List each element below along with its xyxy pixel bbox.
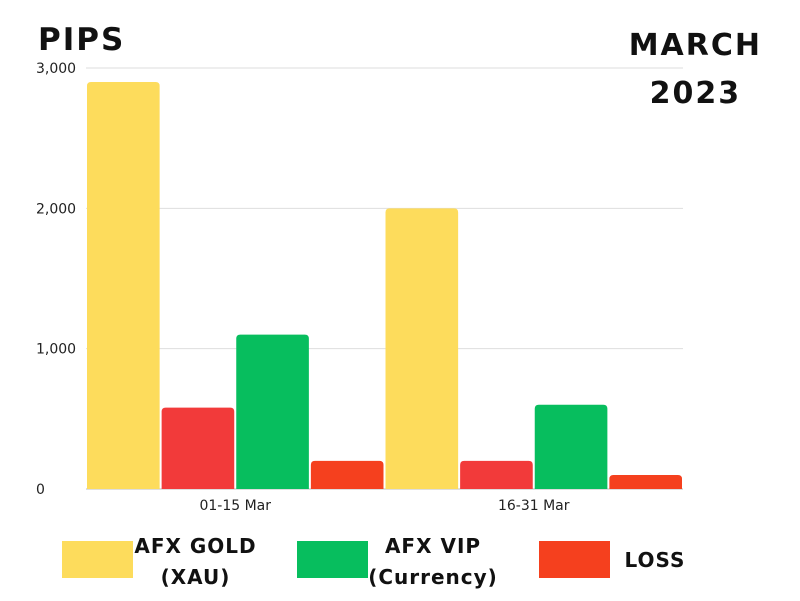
legend-label-afx-gold-line2: (XAU) <box>160 565 231 589</box>
period-year: 2023 <box>649 76 742 111</box>
bar-1-1 <box>87 82 160 490</box>
legend-label-afx-vip: AFX VIP (Currency) <box>368 531 498 593</box>
bars <box>87 82 682 490</box>
legend-label-afx-vip-line2: (Currency) <box>368 565 498 589</box>
bar-3-2 <box>534 404 608 489</box>
bar-4-2 <box>609 474 682 489</box>
legend-label-loss: LOSS <box>615 545 695 576</box>
legend-label-afx-gold: AFX GOLD (XAU) <box>133 531 258 593</box>
y-tick-label: 0 <box>36 482 45 498</box>
x-tick-label: 01-15 Mar <box>199 498 271 514</box>
legend-label-loss-line1: LOSS <box>624 548 686 572</box>
bar-2-1 <box>161 407 235 489</box>
x-tick-label: 16-31 Mar <box>498 498 570 514</box>
x-tick-labels: 01-15 Mar 16-31 Mar <box>199 498 569 514</box>
legend-swatch-afx-vip <box>297 541 368 578</box>
legend-label-afx-vip-line1: AFX VIP <box>384 534 482 558</box>
legend-label-afx-gold-line1: AFX GOLD <box>134 534 257 558</box>
y-tick-label: 3,000 <box>36 61 76 77</box>
period-month: MARCH <box>628 28 762 63</box>
y-tick-labels: 0 1,000 2,000 3,000 <box>36 61 76 498</box>
bar-1-2 <box>385 208 459 490</box>
bar-chart: 0 1,000 2,000 3,000 01-15 Mar 16-31 Mar <box>36 61 683 514</box>
y-tick-label: 1,000 <box>36 342 76 358</box>
bar-4-1 <box>310 460 384 489</box>
chart-period: MARCH 2023 <box>629 22 762 118</box>
legend: AFX GOLD (XAU) AFX VIP (Currency) LOSS <box>0 528 800 601</box>
bar-3-1 <box>236 334 309 489</box>
legend-swatch-afx-gold <box>62 541 133 578</box>
y-axis-title: PIPS <box>38 22 126 58</box>
y-tick-label: 2,000 <box>36 201 76 217</box>
legend-swatch-loss <box>539 541 610 578</box>
bar-2-2 <box>460 460 533 489</box>
